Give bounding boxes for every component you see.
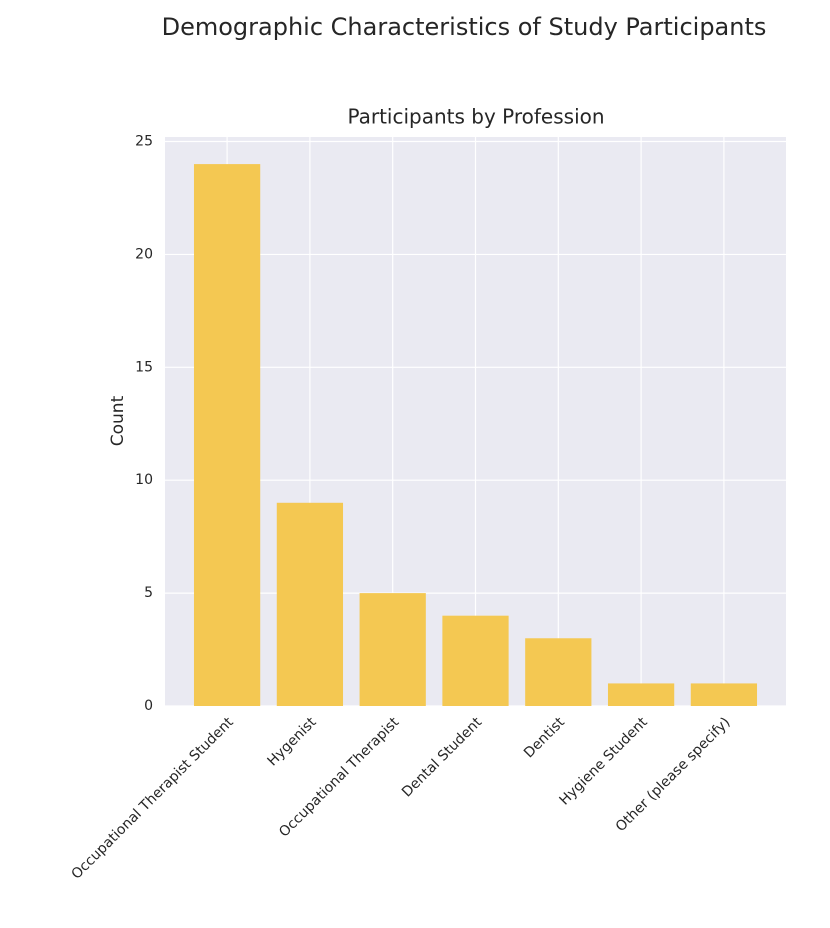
y-tick-label: 25 [135,134,153,150]
marks [193,164,758,707]
y-axis-label: Count [108,395,128,446]
bar [359,593,426,706]
y-tick-label: 15 [135,359,153,375]
y-tick-label: 0 [144,698,153,714]
bar [690,683,758,706]
y-tick-label: 5 [144,585,153,601]
bar [607,683,675,706]
bar [276,502,344,706]
figure-title: Demographic Characteristics of Study Par… [162,13,767,41]
y-tick-label: 10 [135,472,153,488]
bar [442,615,509,706]
bar [193,164,261,707]
chart-title: Participants by Profession [347,105,604,129]
y-tick-label: 20 [135,246,153,262]
bar [525,638,592,706]
